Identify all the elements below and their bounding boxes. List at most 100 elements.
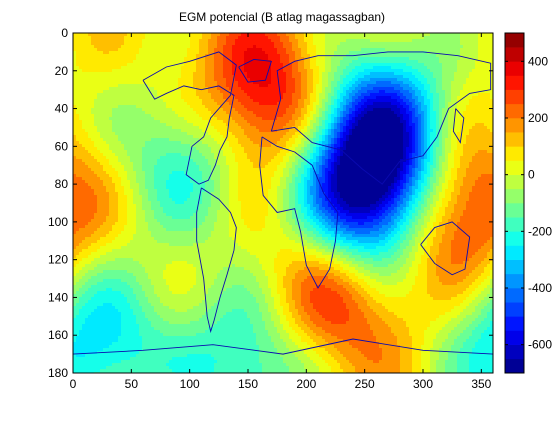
heatmap-cell bbox=[217, 39, 221, 43]
heatmap-cell bbox=[298, 57, 302, 61]
heatmap-cell bbox=[382, 75, 386, 79]
heatmap-cell bbox=[307, 99, 311, 103]
heatmap-cell bbox=[289, 102, 293, 106]
heatmap-cell bbox=[289, 120, 293, 124]
heatmap-cell bbox=[286, 42, 290, 46]
heatmap-cell bbox=[286, 138, 290, 142]
heatmap-cell bbox=[376, 102, 380, 106]
heatmap-cell bbox=[289, 135, 293, 139]
heatmap-cell bbox=[322, 60, 326, 64]
heatmap-cell bbox=[235, 96, 239, 100]
heatmap-cell bbox=[307, 135, 311, 139]
heatmap-cell bbox=[307, 87, 311, 91]
heatmap-cell bbox=[148, 42, 152, 46]
heatmap-cell bbox=[313, 93, 317, 97]
heatmap-cell bbox=[112, 81, 116, 85]
heatmap-cell bbox=[412, 39, 416, 43]
heatmap-cell bbox=[247, 123, 251, 127]
heatmap-cell bbox=[385, 36, 389, 40]
heatmap-cell bbox=[487, 66, 491, 70]
heatmap-cell bbox=[364, 48, 368, 52]
heatmap-cell bbox=[379, 63, 383, 67]
heatmap-cell bbox=[88, 114, 92, 118]
heatmap-cell bbox=[325, 120, 329, 124]
heatmap-cell bbox=[421, 105, 425, 109]
heatmap-cell bbox=[148, 126, 152, 130]
heatmap-cell bbox=[298, 114, 302, 118]
heatmap-cell bbox=[355, 51, 359, 55]
heatmap-cell bbox=[328, 132, 332, 136]
heatmap-cell bbox=[154, 66, 158, 70]
heatmap-cell bbox=[238, 84, 242, 88]
heatmap-cell bbox=[481, 111, 485, 115]
heatmap-cell bbox=[133, 48, 137, 52]
heatmap-cell bbox=[343, 114, 347, 118]
heatmap-cell bbox=[223, 42, 227, 46]
heatmap-cell bbox=[424, 120, 428, 124]
heatmap-cell bbox=[79, 99, 83, 103]
heatmap-cell bbox=[355, 75, 359, 79]
heatmap-cell bbox=[172, 126, 176, 130]
heatmap-cell bbox=[79, 87, 83, 91]
heatmap-cell bbox=[349, 129, 353, 133]
heatmap-cell bbox=[286, 96, 290, 100]
heatmap-cell bbox=[265, 93, 269, 97]
heatmap-cell bbox=[103, 129, 107, 133]
heatmap-cell bbox=[262, 39, 266, 43]
heatmap-cell bbox=[76, 84, 80, 88]
heatmap-cell bbox=[181, 84, 185, 88]
heatmap-cell bbox=[220, 129, 224, 133]
heatmap-cell bbox=[307, 90, 311, 94]
heatmap-cell bbox=[157, 33, 161, 37]
heatmap-cell bbox=[139, 123, 143, 127]
heatmap-cell bbox=[466, 135, 470, 139]
heatmap-cell bbox=[433, 108, 437, 112]
heatmap-cell bbox=[199, 45, 203, 49]
heatmap-cell bbox=[172, 135, 176, 139]
heatmap-cell bbox=[274, 105, 278, 109]
heatmap-cell bbox=[322, 135, 326, 139]
heatmap-cell bbox=[130, 51, 134, 55]
heatmap-cell bbox=[163, 108, 167, 112]
heatmap-cell bbox=[349, 78, 353, 82]
heatmap-cell bbox=[490, 60, 493, 64]
heatmap-cell bbox=[337, 33, 341, 37]
heatmap-cell bbox=[415, 111, 419, 115]
heatmap-cell bbox=[262, 81, 266, 85]
heatmap-cell bbox=[220, 123, 224, 127]
heatmap-cell bbox=[208, 123, 212, 127]
heatmap-cell bbox=[460, 33, 464, 37]
heatmap-cell bbox=[121, 72, 125, 76]
heatmap-cell bbox=[391, 117, 395, 121]
heatmap-cell bbox=[124, 39, 128, 43]
heatmap-cell bbox=[436, 36, 440, 40]
heatmap-cell bbox=[367, 135, 371, 139]
heatmap-cell bbox=[220, 108, 224, 112]
heatmap-cell bbox=[442, 126, 446, 130]
heatmap-cell bbox=[208, 135, 212, 139]
heatmap-cell bbox=[316, 138, 320, 142]
heatmap-cell bbox=[76, 39, 80, 43]
heatmap-cell bbox=[358, 60, 362, 64]
heatmap-cell bbox=[277, 138, 281, 142]
heatmap-cell bbox=[256, 60, 260, 64]
heatmap-cell bbox=[325, 123, 329, 127]
heatmap-cell bbox=[445, 66, 449, 70]
heatmap-cell bbox=[364, 84, 368, 88]
heatmap-cell bbox=[325, 99, 329, 103]
heatmap-cell bbox=[211, 66, 215, 70]
heatmap-cell bbox=[175, 96, 179, 100]
heatmap-cell bbox=[262, 138, 266, 142]
heatmap-cell bbox=[343, 108, 347, 112]
heatmap-cell bbox=[166, 57, 170, 61]
heatmap-cell bbox=[322, 126, 326, 130]
heatmap-cell bbox=[448, 72, 452, 76]
heatmap-cell bbox=[229, 129, 233, 133]
heatmap-cell bbox=[379, 123, 383, 127]
heatmap-cell bbox=[406, 135, 410, 139]
heatmap-cell bbox=[214, 120, 218, 124]
heatmap-cell bbox=[292, 66, 296, 70]
heatmap-cell bbox=[268, 87, 272, 91]
heatmap-cell bbox=[163, 45, 167, 49]
heatmap-cell bbox=[112, 93, 116, 97]
